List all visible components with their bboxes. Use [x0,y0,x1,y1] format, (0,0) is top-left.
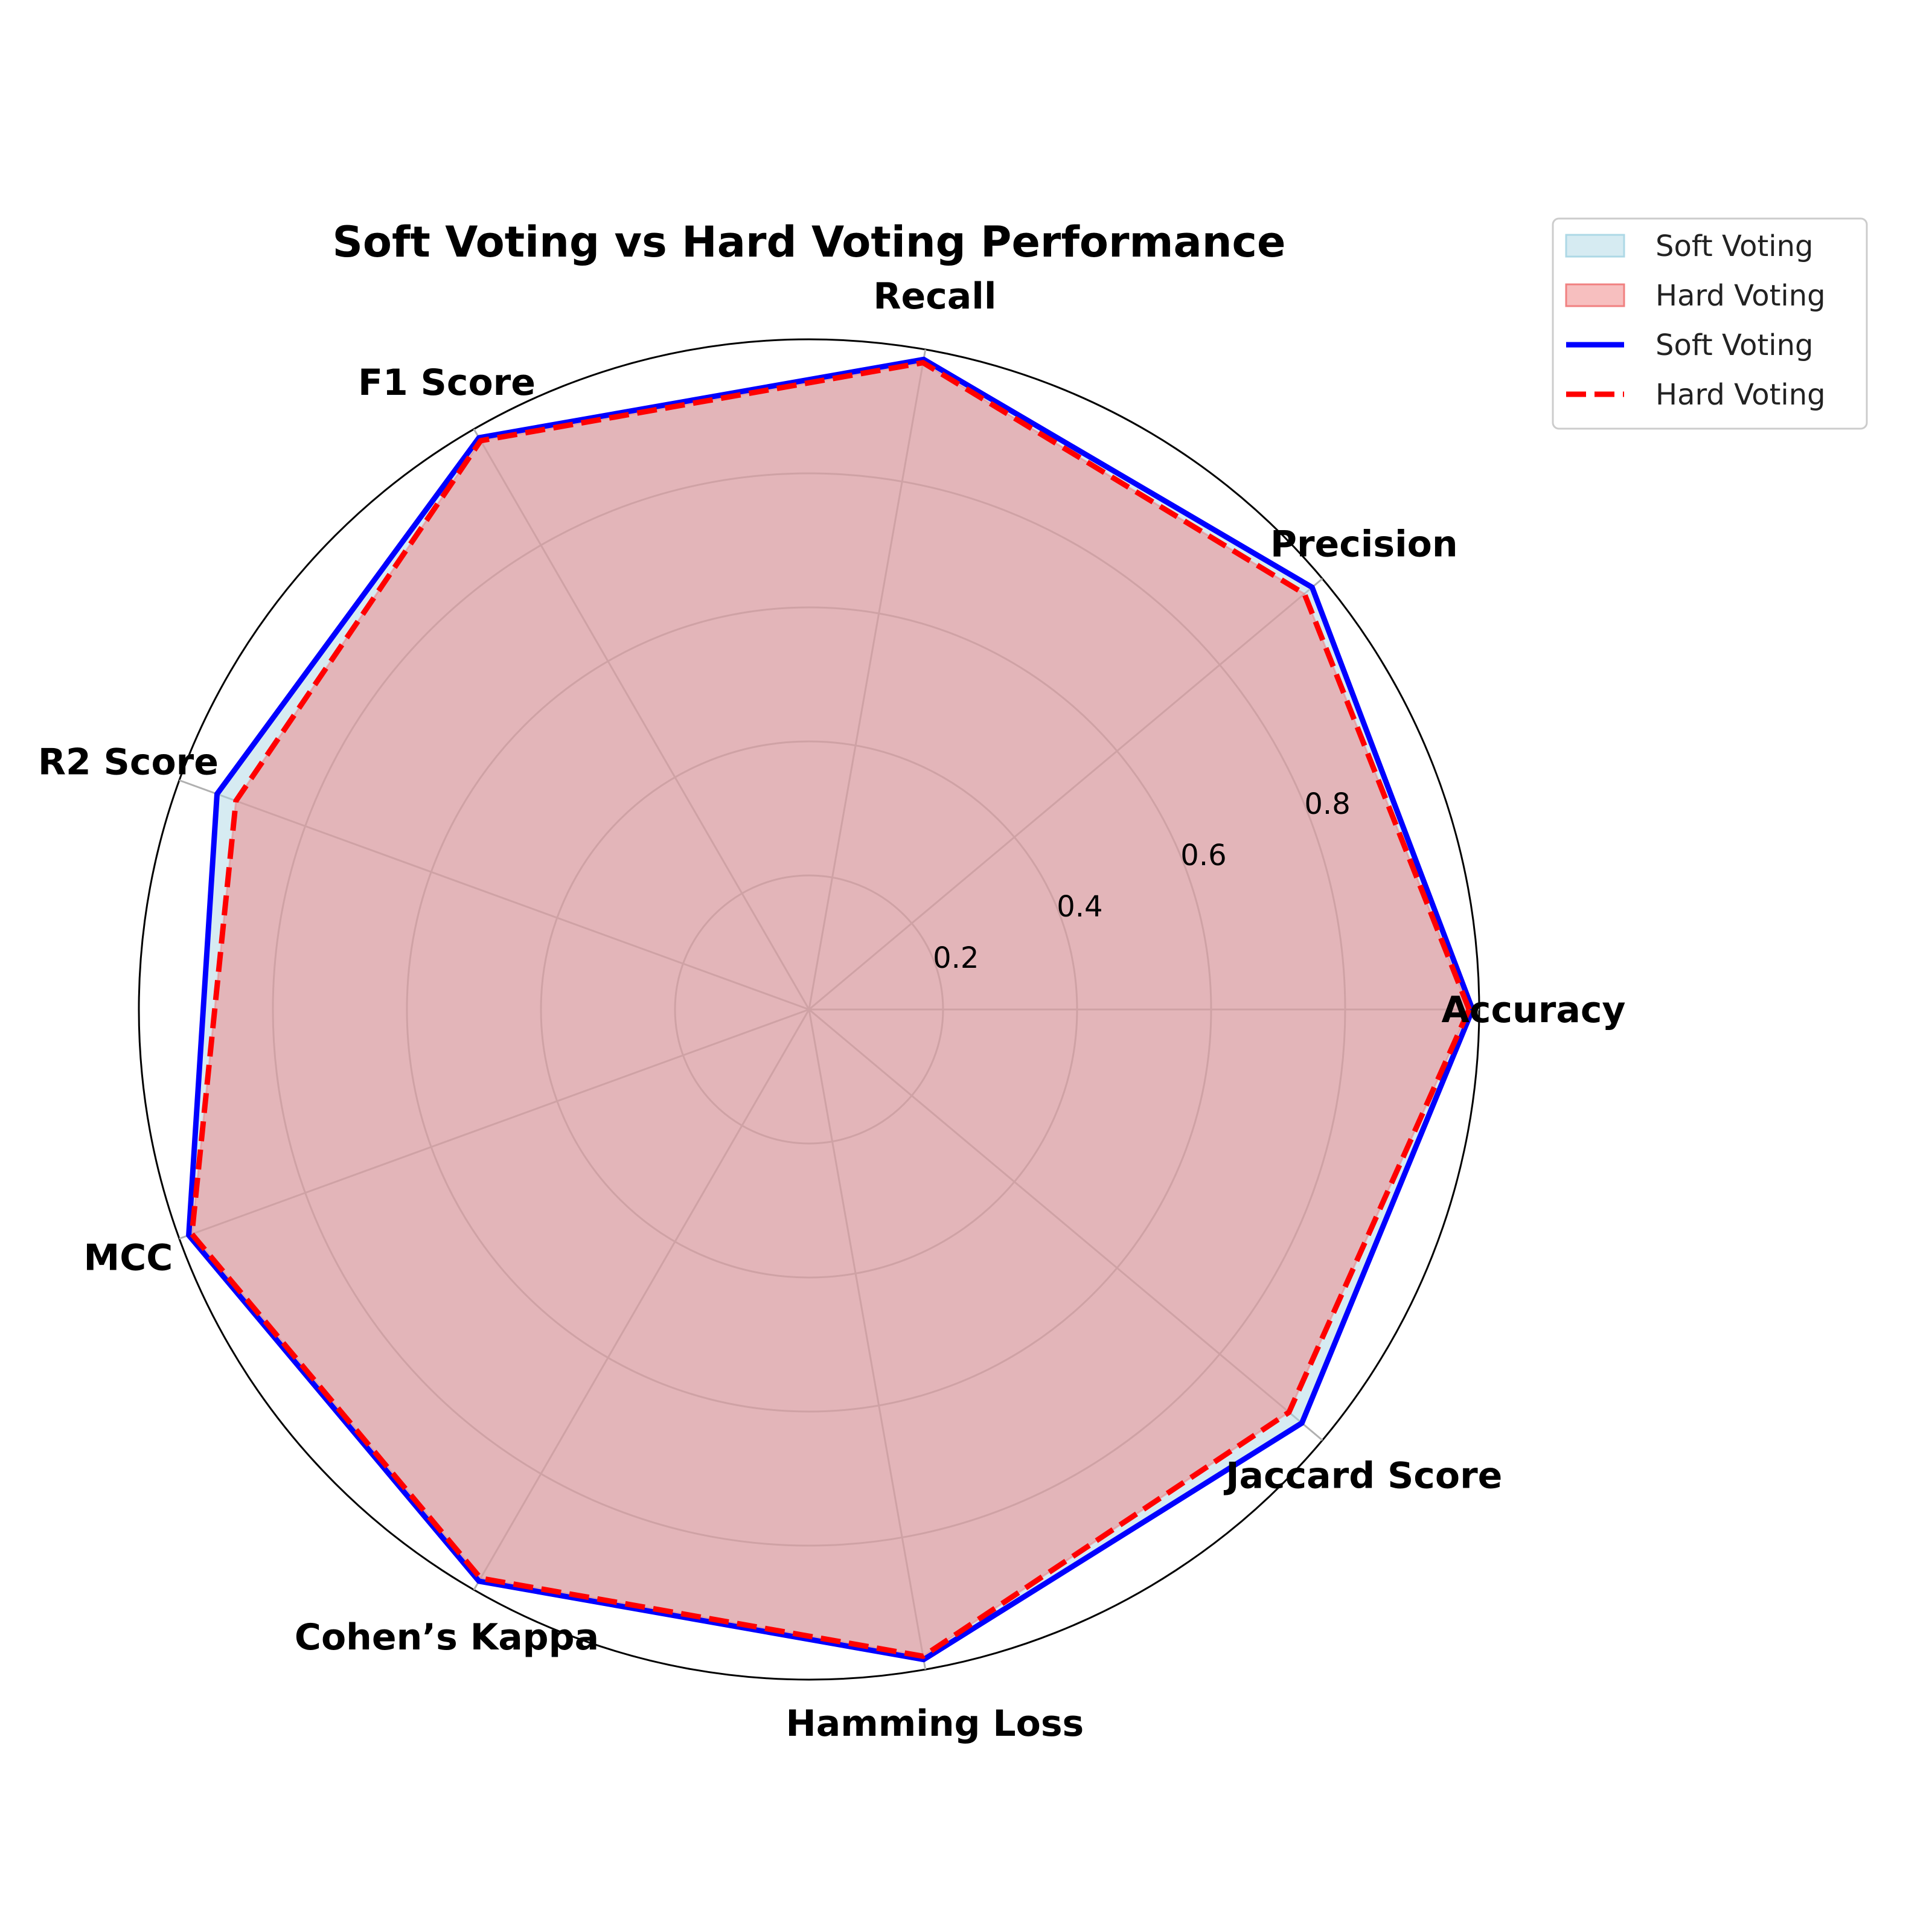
category-label-accuracy: Accuracy [1441,989,1625,1031]
radial-tick-labels: 0.2 0.4 0.6 0.8 [933,787,1351,975]
category-label-f1-score: F1 Score [358,362,536,404]
soft-voting-line [186,356,1476,1663]
series-lines [186,356,1476,1663]
series-fills [188,358,1474,1661]
legend-swatch [1565,283,1625,307]
legend: Soft Voting Hard Voting Soft Voting Hard Vo… [1552,217,1868,430]
legend-label: Soft Voting [1655,328,1814,362]
radial-tick-label: 0.8 [1304,787,1350,821]
legend-label: Soft Voting [1655,229,1814,263]
chart-title: Soft Voting vs Hard Voting Performance [332,217,1285,267]
radial-tick-label: 0.6 [1180,839,1226,872]
legend-swatch [1565,234,1625,258]
category-labels: Accuracy Precision Recall F1 Score R2 Score M… [38,275,1626,1745]
legend-item-soft-voting-fill: Soft Voting [1565,229,1814,263]
hard-voting-line [189,360,1472,1659]
legend-item-soft-voting-line: Soft Voting [1566,328,1814,362]
category-label-hamming-loss: Hamming Loss [786,1703,1084,1745]
category-label-precision: Precision [1270,523,1458,566]
legend-item-hard-voting-fill: Hard Voting [1565,279,1826,313]
legend-label: Hard Voting [1655,378,1826,412]
category-label-recall: Recall [873,275,996,318]
radial-tick-label: 0.4 [1057,890,1102,924]
legend-item-hard-voting-line-dashed: Hard Voting [1566,378,1826,412]
category-label-cohen-s-kappa: Cohen’s Kappa [295,1616,599,1659]
radial-tick-label: 0.2 [933,941,979,975]
legend-label: Hard Voting [1655,279,1826,313]
category-label-mcc: MCC [84,1236,173,1279]
category-label-jaccard-score: Jaccard Score [1223,1454,1502,1497]
legend-frame [1552,217,1868,430]
category-label-r2-score: R2 Score [38,741,219,784]
